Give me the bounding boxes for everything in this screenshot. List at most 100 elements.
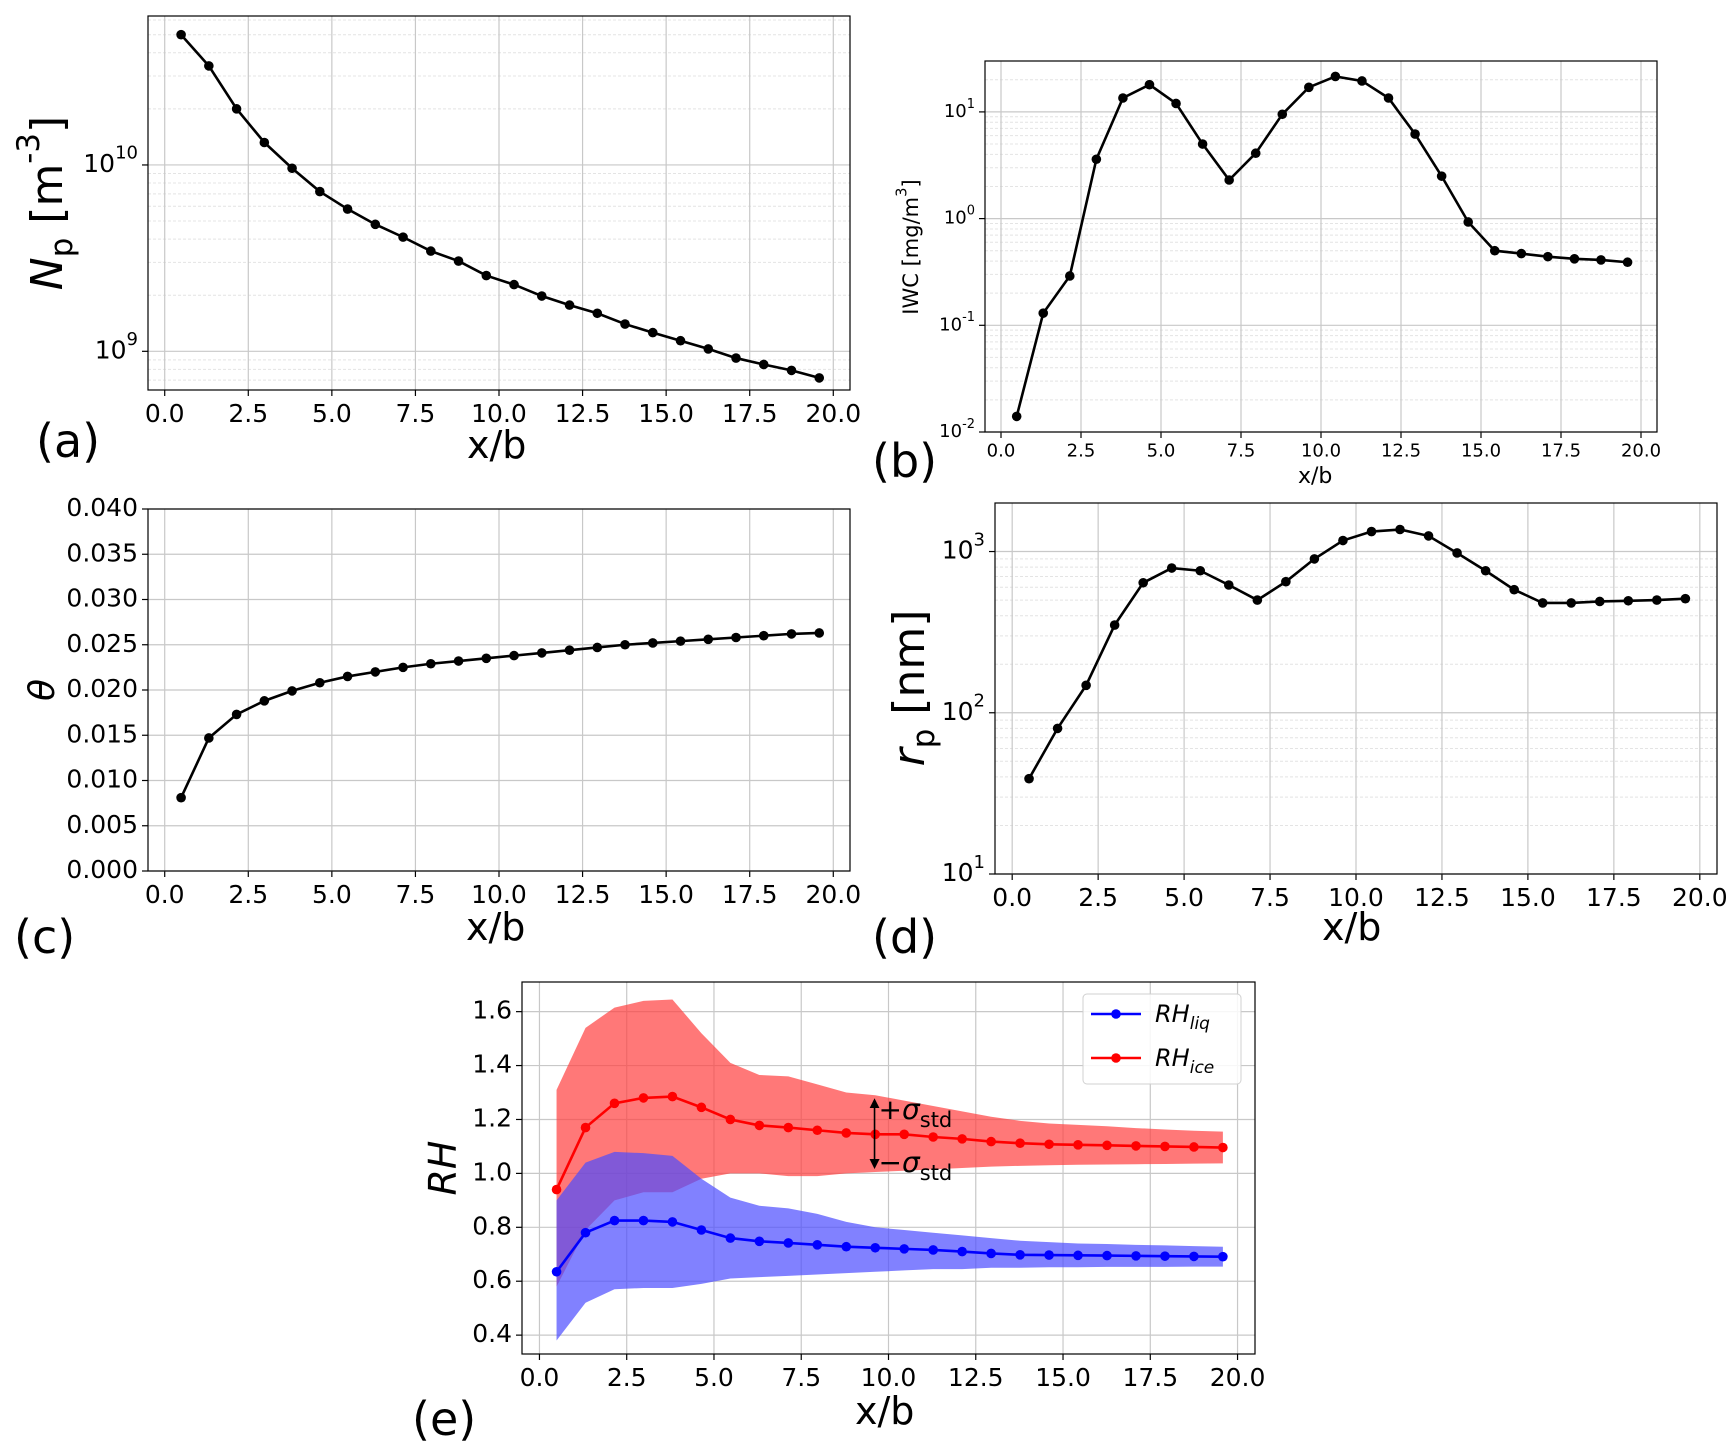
- legend-label: RHliq: [1155, 1000, 1210, 1034]
- y-tick-label: 101: [944, 96, 975, 122]
- x-tick-label: 12.5: [948, 1363, 1004, 1392]
- y-tick-label: 101: [942, 852, 985, 887]
- y-tick-label: 0.040: [66, 493, 138, 522]
- data-point: [551, 1184, 562, 1195]
- data-point: [812, 1125, 823, 1136]
- panel-e-ylabel: RH: [421, 1141, 465, 1196]
- data-point: [592, 308, 603, 319]
- x-tick-label: 10.0: [861, 1363, 917, 1392]
- data-point: [1338, 535, 1348, 546]
- data-point: [536, 291, 547, 301]
- y-tick-label: 0.6: [472, 1265, 512, 1294]
- x-tick-label: 20.0: [1621, 441, 1661, 462]
- data-point: [1436, 171, 1447, 181]
- x-tick-label: 2.5: [607, 1363, 647, 1392]
- data-point: [1623, 595, 1634, 606]
- data-point: [453, 256, 464, 266]
- x-tick-label: 5.0: [312, 880, 352, 909]
- panel-d-tag: (d): [872, 910, 938, 964]
- x-tick-label: 17.5: [1122, 1363, 1178, 1392]
- series-line-rh-ice: [555, 1095, 1223, 1191]
- legend-label: RHice: [1155, 1044, 1214, 1078]
- data-point: [986, 1136, 996, 1147]
- data-point: [176, 792, 186, 803]
- data-point: [1330, 71, 1341, 82]
- data-point: [398, 662, 408, 673]
- x-tick-label: 7.5: [781, 1363, 821, 1392]
- data-point: [1189, 1142, 1199, 1152]
- x-tick-label: 10.0: [471, 399, 527, 428]
- legend: RHliq RHice: [1082, 993, 1242, 1085]
- data-point: [1102, 1140, 1112, 1151]
- data-point: [1073, 1140, 1083, 1150]
- y-tick-label: 10-2: [939, 416, 975, 442]
- y-tick-label: 1.4: [472, 1050, 512, 1079]
- panel-b-ylabel: IWC [mg/m3]: [894, 179, 923, 314]
- data-point: [786, 365, 797, 376]
- x-tick-label: 10.0: [471, 880, 527, 909]
- panel-c-chart: 0.0 2.5 5.0 7.5 10.0 12.5 15.0 17.5 20.0 0.000 0.0…: [22, 493, 861, 909]
- data-point: [841, 1128, 852, 1138]
- panel-c-xlabel: x/b: [466, 905, 526, 949]
- x-tick-label: 5.0: [694, 1363, 734, 1392]
- data-point: [675, 636, 686, 646]
- x-tick-label: 10.0: [1328, 883, 1384, 912]
- x-tick-label: 20.0: [805, 399, 861, 428]
- data-point: [609, 1098, 620, 1109]
- x-tick-label: 0.0: [987, 441, 1016, 462]
- axes-frame: [147, 508, 851, 872]
- data-point: [870, 1242, 881, 1253]
- x-tick-label: 0.0: [145, 399, 185, 428]
- data-point: [1509, 584, 1519, 595]
- data-point: [814, 373, 825, 383]
- data-point: [1652, 595, 1662, 605]
- data-point: [1044, 1250, 1054, 1260]
- data-point: [231, 104, 242, 114]
- data-point: [1569, 254, 1580, 264]
- y-tick-label: 0.020: [66, 674, 138, 703]
- y-tick-label: 0.035: [66, 538, 138, 567]
- data-point: [1537, 598, 1548, 608]
- y-tick-label: 0.025: [66, 629, 138, 658]
- data-point: [1596, 255, 1606, 265]
- data-point: [342, 204, 353, 214]
- data-point: [259, 137, 270, 148]
- data-point: [1081, 680, 1091, 691]
- data-point: [1223, 580, 1234, 590]
- y-tick-label: 109: [95, 329, 138, 364]
- plus-sigma-label: +σstd: [879, 1093, 953, 1132]
- data-point: [957, 1134, 967, 1144]
- data-point: [812, 1240, 823, 1250]
- y-tick-label: 100: [944, 203, 975, 229]
- y-tick-label: 0.010: [66, 765, 138, 794]
- data-point: [315, 186, 325, 197]
- data-point: [398, 232, 408, 242]
- data-point: [638, 1093, 649, 1103]
- x-tick-label: 15.0: [638, 880, 694, 909]
- x-tick-label: 2.5: [1078, 883, 1118, 912]
- data-point: [1131, 1251, 1141, 1261]
- data-point: [731, 353, 741, 363]
- panel-d-ylabel: rp [nm]: [884, 610, 942, 767]
- panel-b-xlabel: x/b: [1298, 464, 1333, 489]
- data-point: [231, 709, 242, 720]
- std-band-rh-liq: [556, 1151, 1223, 1341]
- data-point: [551, 1266, 562, 1277]
- data-point: [1463, 217, 1473, 227]
- data-point: [899, 1244, 910, 1254]
- data-point: [1224, 175, 1234, 185]
- data-point: [928, 1132, 938, 1142]
- y-tick-label: 103: [942, 529, 985, 564]
- data-point: [928, 1245, 938, 1255]
- legend-marker: [1111, 1009, 1121, 1019]
- data-point: [667, 1217, 678, 1227]
- data-point: [1250, 148, 1261, 159]
- data-point: [1543, 251, 1553, 262]
- x-tick-label: 2.5: [228, 399, 268, 428]
- data-point: [758, 630, 769, 641]
- data-point: [1011, 411, 1022, 422]
- data-point: [1304, 82, 1314, 93]
- data-point: [638, 1215, 649, 1226]
- data-point: [1073, 1250, 1083, 1261]
